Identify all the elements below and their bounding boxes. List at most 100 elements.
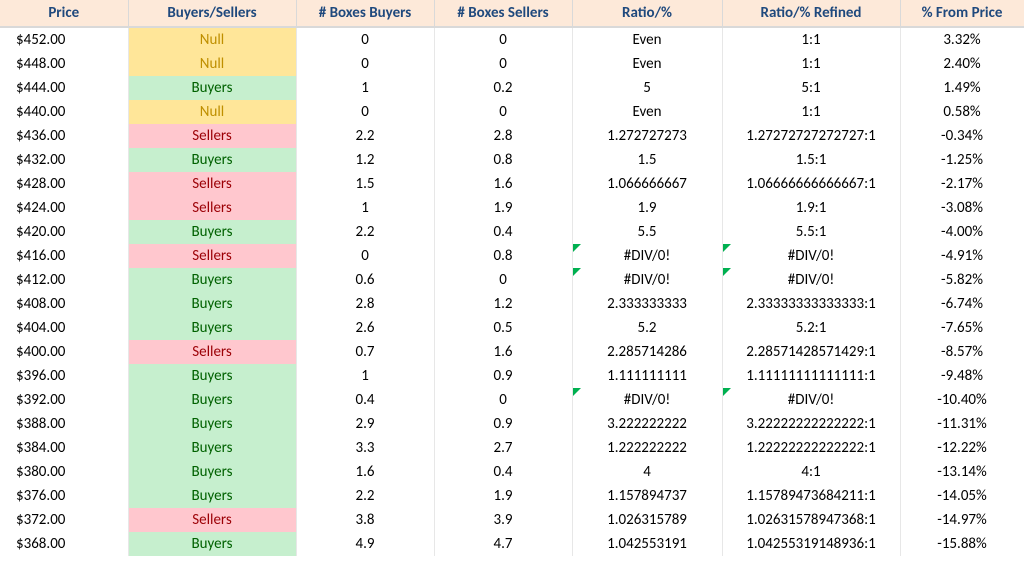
table-cell: 1:1 [722,100,900,124]
table-cell: $400.00 [0,340,128,364]
table-cell: #DIV/0! [572,244,722,268]
table-cell: 0 [434,388,572,412]
table-cell: $432.00 [0,148,128,172]
table-cell: 1.9 [434,196,572,220]
table-row: $436.00Sellers2.22.81.2727272731.2727272… [0,124,1024,148]
table-cell: 1.22222222222222:1 [722,436,900,460]
table-cell: 1.5 [296,172,434,196]
table-cell: 2.28571428571429:1 [722,340,900,364]
table-cell: Null [128,100,296,124]
table-cell: 4 [572,460,722,484]
table-cell: 1.9 [572,196,722,220]
table-cell: 4:1 [722,460,900,484]
table-row: $416.00Sellers00.8#DIV/0!#DIV/0!-4.91% [0,244,1024,268]
table-cell: 0 [434,100,572,124]
table-cell: -4.91% [900,244,1024,268]
table-cell: 1 [296,364,434,388]
price-ratio-table: PriceBuyers/Sellers# Boxes Buyers# Boxes… [0,0,1024,556]
table-cell: -0.34% [900,124,1024,148]
column-header: % From Price [900,0,1024,27]
table-row: $404.00Buyers2.60.55.25.2:1-7.65% [0,316,1024,340]
column-header: Buyers/Sellers [128,0,296,27]
table-cell: 1:1 [722,27,900,52]
table-cell: Even [572,52,722,76]
table-cell: $440.00 [0,100,128,124]
table-cell: 5:1 [722,76,900,100]
table-row: $388.00Buyers2.90.93.2222222223.22222222… [0,412,1024,436]
table-cell: -1.25% [900,148,1024,172]
table-cell: Buyers [128,148,296,172]
table-cell: $392.00 [0,388,128,412]
table-row: $408.00Buyers2.81.22.3333333332.33333333… [0,292,1024,316]
table-cell: $452.00 [0,27,128,52]
table-cell: #DIV/0! [722,244,900,268]
table-cell: 0.8 [434,148,572,172]
table-cell: Buyers [128,268,296,292]
table-cell: 0 [296,244,434,268]
table-row: $424.00Sellers11.91.91.9:1-3.08% [0,196,1024,220]
table-cell: Null [128,27,296,52]
table-row: $452.00Null00Even1:13.32% [0,27,1024,52]
table-cell: 5 [572,76,722,100]
table-cell: 1.06666666666667:1 [722,172,900,196]
table-cell: 3.3 [296,436,434,460]
table-cell: 1.15789473684211:1 [722,484,900,508]
table-row: $392.00Buyers0.40#DIV/0!#DIV/0!-10.40% [0,388,1024,412]
table-cell: 3.22222222222222:1 [722,412,900,436]
table-cell: 3.32% [900,27,1024,52]
table-cell: 1.6 [296,460,434,484]
table-cell: 1 [296,196,434,220]
table-cell: 5.5:1 [722,220,900,244]
table-cell: -14.05% [900,484,1024,508]
table-body: $452.00Null00Even1:13.32%$448.00Null00Ev… [0,27,1024,556]
column-header: Ratio/% Refined [722,0,900,27]
table-cell: Buyers [128,76,296,100]
table-cell: Buyers [128,532,296,556]
table-cell: Sellers [128,244,296,268]
table-cell: $380.00 [0,460,128,484]
table-cell: 0.2 [434,76,572,100]
table-cell: 5.5 [572,220,722,244]
table-cell: Buyers [128,388,296,412]
table-cell: $404.00 [0,316,128,340]
table-cell: 0 [434,27,572,52]
table-cell: -2.17% [900,172,1024,196]
table-cell: 0 [296,27,434,52]
table-cell: 2.8 [434,124,572,148]
table-cell: 1.6 [434,340,572,364]
table-row: $368.00Buyers4.94.71.0425531911.04255319… [0,532,1024,556]
table-cell: $448.00 [0,52,128,76]
table-header-row: PriceBuyers/Sellers# Boxes Buyers# Boxes… [0,0,1024,27]
table-cell: 1:1 [722,52,900,76]
table-cell: 4.9 [296,532,434,556]
table-cell: $416.00 [0,244,128,268]
table-cell: -13.14% [900,460,1024,484]
table-cell: #DIV/0! [722,268,900,292]
table-cell: 3.9 [434,508,572,532]
table-row: $380.00Buyers1.60.444:1-13.14% [0,460,1024,484]
table-row: $440.00Null00Even1:10.58% [0,100,1024,124]
table-cell: Buyers [128,364,296,388]
table-cell: $444.00 [0,76,128,100]
table-cell: 0.8 [434,244,572,268]
table-cell: Buyers [128,460,296,484]
column-header: Price [0,0,128,27]
table-row: $412.00Buyers0.60#DIV/0!#DIV/0!-5.82% [0,268,1024,292]
table-cell: 2.2 [296,220,434,244]
table-cell: 1.11111111111111:1 [722,364,900,388]
table-cell: -5.82% [900,268,1024,292]
table-cell: 1.27272727272727:1 [722,124,900,148]
table-cell: 3.222222222 [572,412,722,436]
table-cell: Null [128,52,296,76]
table-cell: 2.8 [296,292,434,316]
table-cell: Sellers [128,508,296,532]
table-cell: $384.00 [0,436,128,460]
table-cell: 1.2 [434,292,572,316]
table-cell: Sellers [128,124,296,148]
table-row: $396.00Buyers10.91.1111111111.1111111111… [0,364,1024,388]
table-cell: #DIV/0! [572,268,722,292]
table-row: $420.00Buyers2.20.45.55.5:1-4.00% [0,220,1024,244]
table-cell: Buyers [128,220,296,244]
table-cell: Sellers [128,172,296,196]
table-cell: 2.40% [900,52,1024,76]
